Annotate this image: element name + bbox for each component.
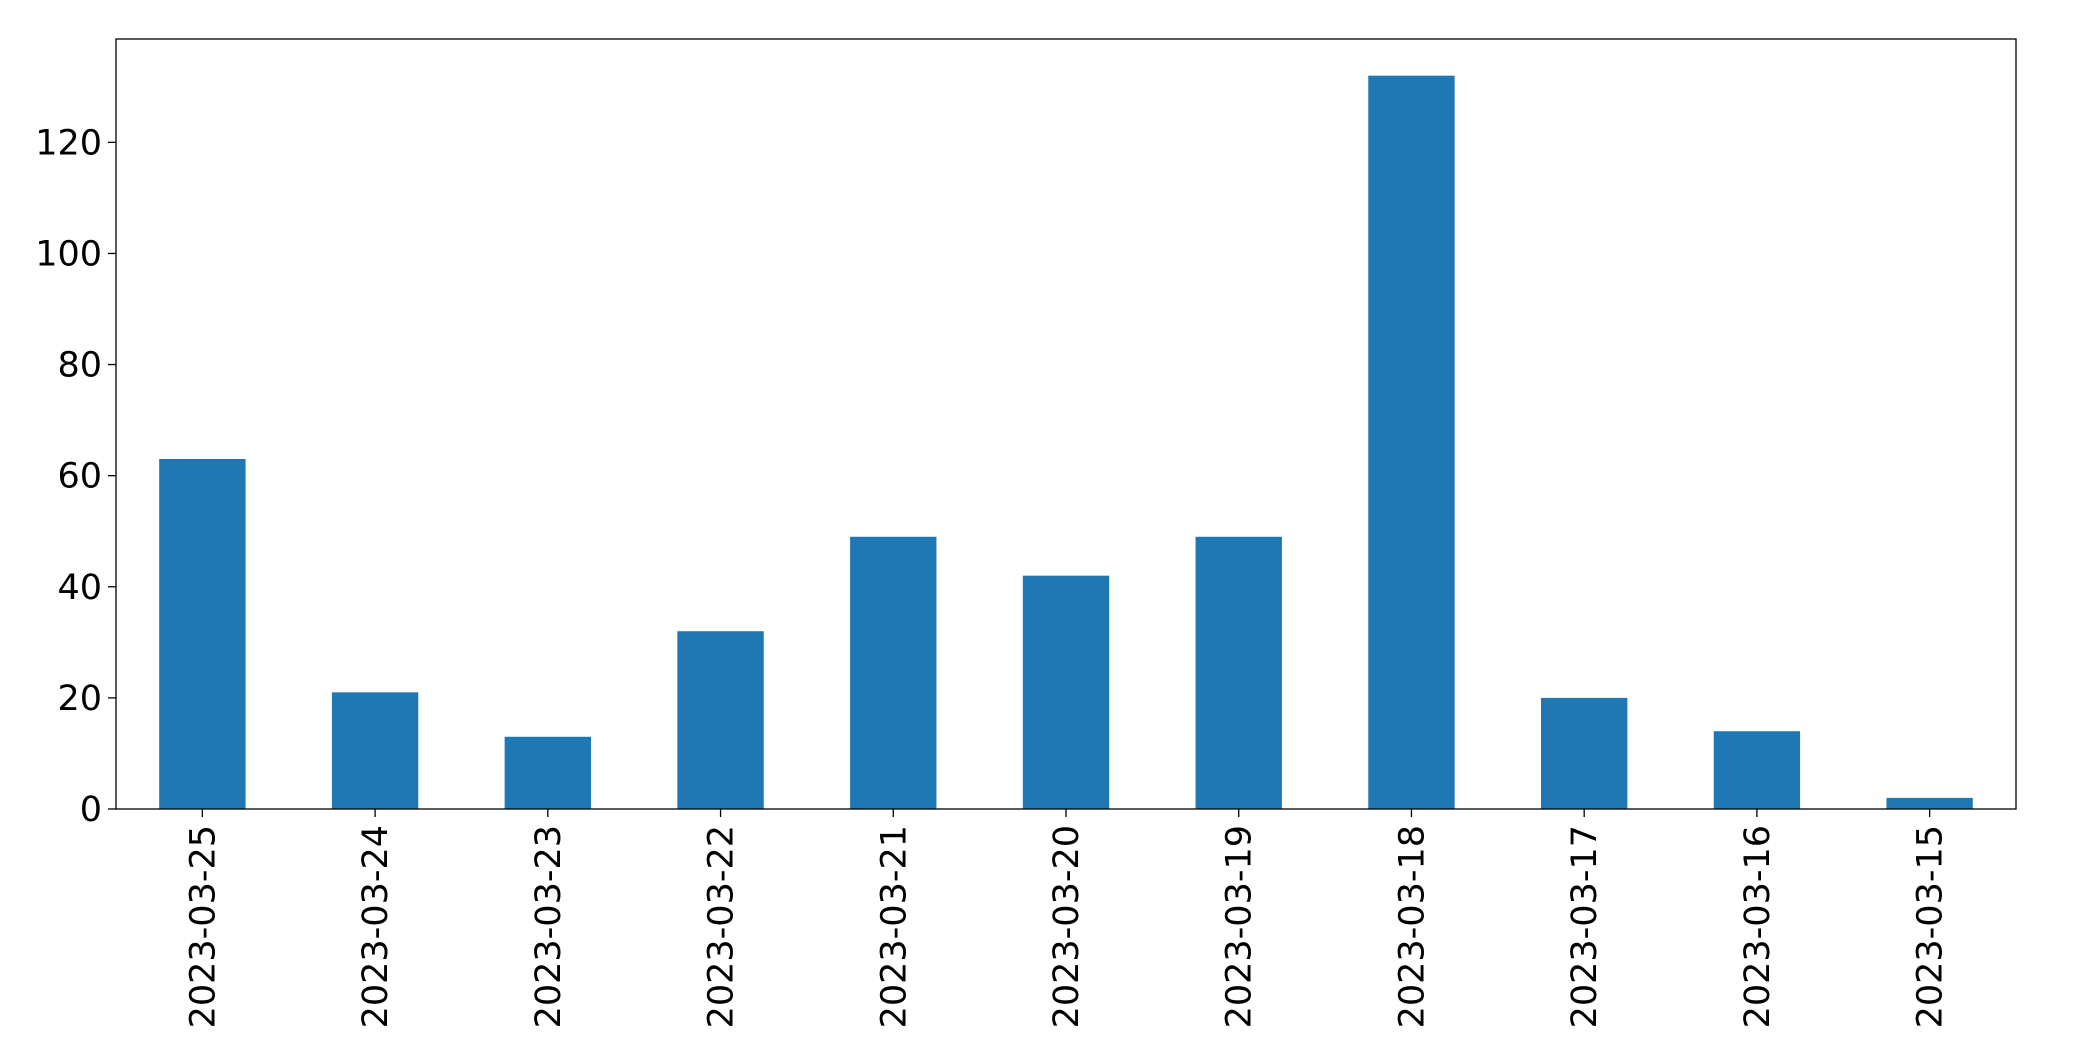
y-tick-label: 20 [57,679,102,719]
y-tick-label: 60 [57,457,102,497]
x-tick-label: 2023-03-21 [874,825,914,1028]
bar [1368,75,1455,809]
bar [159,459,246,809]
bar [850,536,937,809]
bar [1886,797,1973,809]
x-tick-label: 2023-03-15 [1911,825,1951,1028]
y-tick-label: 0 [80,790,102,830]
x-tick-label: 2023-03-16 [1738,825,1778,1028]
y-tick-label: 120 [35,123,102,163]
x-tick-label: 2023-03-18 [1392,825,1432,1028]
bar [1541,697,1628,809]
x-tick-label: 2023-03-25 [183,825,223,1028]
bar [1195,536,1282,809]
x-tick-label: 2023-03-23 [529,825,569,1028]
bar [504,736,591,809]
x-tick-label: 2023-03-19 [1220,825,1260,1028]
y-tick-label: 80 [57,346,102,386]
y-tick-label: 100 [35,234,102,274]
y-tick-label: 40 [57,568,102,608]
x-tick-label: 2023-03-17 [1565,825,1605,1028]
x-tick-label: 2023-03-20 [1047,825,1087,1028]
x-tick-label: 2023-03-24 [356,825,396,1028]
bar [1713,731,1801,809]
plot-frame [115,38,2017,810]
bar [677,631,764,809]
x-tick-label: 2023-03-22 [702,825,742,1028]
bar [1022,575,1110,809]
bar [331,692,419,809]
